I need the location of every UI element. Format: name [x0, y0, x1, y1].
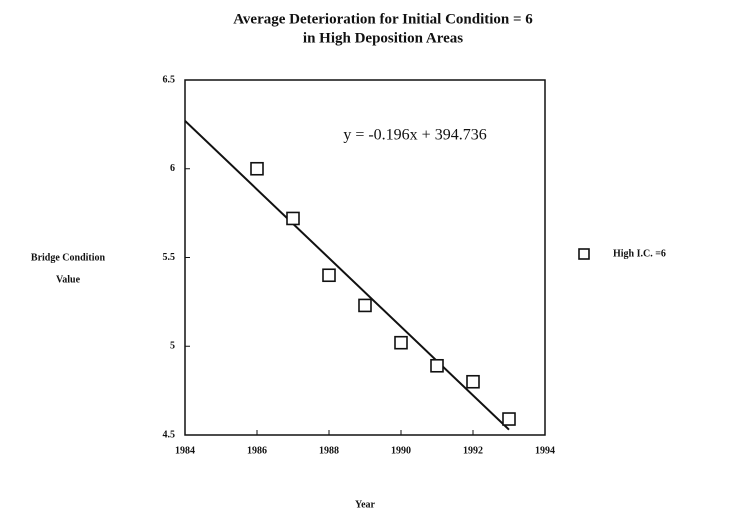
x-tick-label: 1988: [319, 445, 339, 456]
y-axis-label: Value: [56, 274, 81, 285]
point: [430, 358, 444, 373]
chart-title: in High Deposition Areas: [303, 30, 463, 46]
y-tick-label: 5.5: [163, 252, 176, 263]
point: [286, 211, 300, 226]
x-tick-label: 1992: [463, 445, 483, 456]
legend-marker: [578, 248, 590, 260]
x-tick-label: 1984: [175, 445, 195, 456]
y-axis-label: Bridge Condition: [31, 252, 106, 263]
point: [358, 298, 372, 313]
point: [250, 161, 264, 176]
y-tick-label: 6.5: [163, 74, 176, 85]
annotation: y = -0.196x + 394.736: [343, 127, 486, 144]
y-tick-label: 6: [170, 163, 175, 174]
trend-line: [184, 120, 510, 431]
point: [502, 412, 516, 426]
x-axis-label: Year: [355, 499, 376, 510]
point: [466, 374, 480, 389]
point: [322, 268, 336, 283]
x-tick-label: 1986: [247, 445, 267, 456]
chart-title: Average Deterioration for Initial Condit…: [233, 11, 533, 27]
legend-label: High I.C. =6: [613, 248, 666, 259]
x-tick-label: 1994: [535, 445, 555, 456]
y-tick-label: 4.5: [163, 429, 176, 440]
point: [394, 335, 408, 350]
x-tick-label: 1990: [391, 445, 411, 456]
y-tick-label: 5: [170, 341, 175, 352]
